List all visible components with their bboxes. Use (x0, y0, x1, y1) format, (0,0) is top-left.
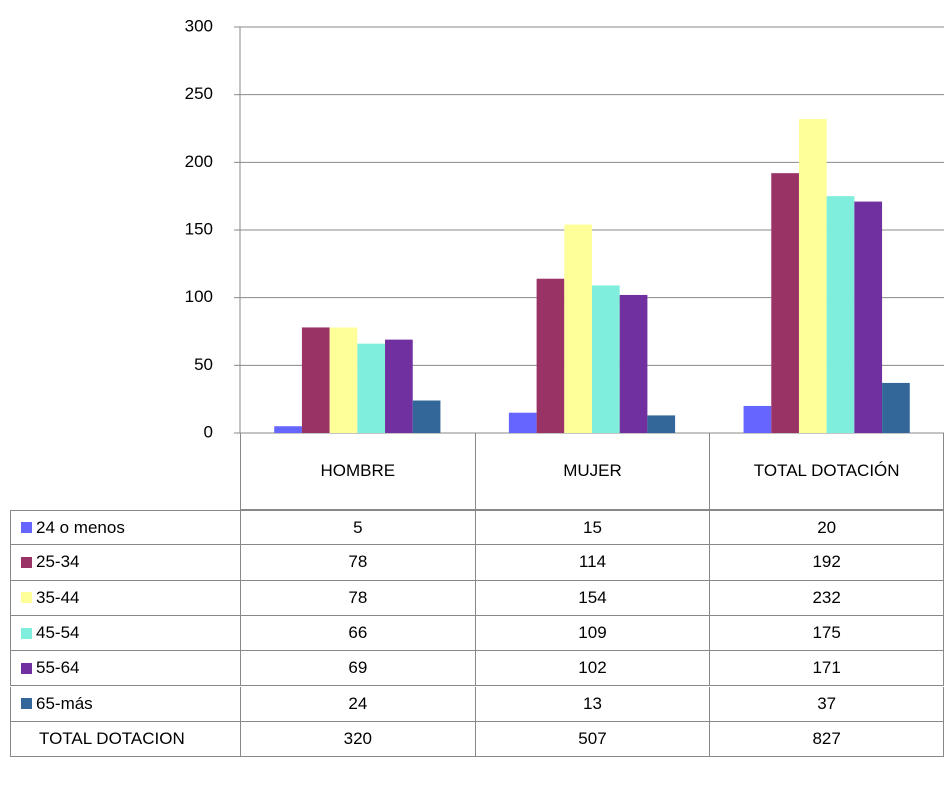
table-value: 320 (240, 721, 475, 758)
cell-text: 5 (353, 517, 363, 537)
row-label: 35-44 (10, 580, 240, 616)
legend-swatch (21, 556, 32, 568)
table-value: 66 (240, 615, 475, 652)
category-header: TOTAL DOTACIÓN (709, 433, 944, 510)
y-tick-label: 200 (185, 152, 213, 171)
table-value: 507 (474, 721, 710, 758)
table-value: 175 (709, 615, 944, 652)
legend-swatch (21, 698, 32, 710)
legend-swatch (21, 592, 32, 604)
cell-text: 102 (578, 658, 607, 678)
legend-label: 25-34 (36, 552, 80, 572)
table-value: 192 (709, 545, 944, 581)
legend-label: TOTAL DOTACION (39, 728, 185, 748)
row-label: 45-54 (10, 615, 240, 652)
cell-text: 20 (817, 517, 837, 537)
bar (357, 343, 386, 433)
cell-text: 507 (578, 728, 607, 748)
cell-text: 78 (348, 552, 368, 572)
cell-text: 78 (348, 587, 368, 607)
cell-text: 13 (583, 693, 602, 713)
bar (274, 426, 302, 433)
table-value: 15 (474, 510, 710, 546)
bar (771, 173, 799, 433)
cell-text: 232 (812, 587, 841, 607)
bar (536, 278, 565, 433)
bar (564, 224, 592, 433)
legend-label: 55-64 (36, 658, 80, 678)
row-label: 24 o menos (10, 510, 240, 546)
cell-text: 192 (812, 552, 841, 572)
row-label: TOTAL DOTACION (10, 721, 240, 758)
bar (798, 119, 827, 433)
y-tick-label: 50 (194, 355, 213, 374)
bar (385, 339, 413, 433)
legend-label: 45-54 (36, 623, 80, 643)
legend-label: 35-44 (36, 587, 80, 607)
cell-text: 827 (812, 728, 841, 748)
cell-text: MUJER (563, 461, 622, 480)
cell-text: 24 (348, 693, 368, 713)
cell-text: 37 (817, 693, 837, 713)
table-value: 154 (474, 580, 710, 616)
cell-text: 171 (812, 658, 841, 678)
table-value: 171 (709, 651, 944, 687)
y-tick-label: 250 (185, 84, 213, 103)
table-value: 232 (709, 580, 944, 616)
legend-label: 65-más (36, 693, 93, 713)
bar (647, 415, 676, 433)
legend-swatch (21, 662, 32, 674)
y-tick-label: 150 (185, 219, 213, 238)
cell-text: 154 (578, 587, 607, 607)
table-value: 24 (240, 686, 475, 722)
cell-text: 109 (578, 623, 607, 643)
bar (743, 405, 772, 433)
table-value: 69 (240, 651, 475, 687)
y-tick-label: 100 (185, 287, 213, 306)
bar (508, 412, 537, 433)
row-label: 55-64 (10, 651, 240, 687)
bar (412, 400, 441, 433)
table-value: 13 (474, 686, 710, 722)
category-header: HOMBRE (240, 433, 475, 510)
bar (854, 201, 883, 433)
y-tick-label: 300 (185, 16, 213, 35)
table-value: 20 (709, 510, 944, 546)
bar (592, 285, 620, 433)
bar (826, 196, 855, 433)
bar (301, 327, 330, 433)
table-value: 114 (474, 545, 710, 581)
category-header: MUJER (474, 433, 710, 510)
cell-text: 69 (348, 658, 368, 678)
cell-text: 114 (578, 552, 607, 572)
table-value: 102 (474, 651, 710, 687)
cell-text: HOMBRE (320, 461, 396, 480)
bar (882, 382, 910, 433)
table-value: 109 (474, 615, 710, 652)
bar (329, 327, 358, 433)
legend-swatch (21, 522, 32, 534)
cell-text: 320 (343, 728, 373, 748)
table-value: 5 (240, 510, 475, 546)
row-label: 65-más (10, 686, 240, 722)
cell-text: TOTAL DOTACIÓN (753, 461, 900, 480)
cell-text: 15 (583, 517, 602, 537)
legend-swatch (21, 627, 32, 639)
bar (619, 294, 648, 433)
table-value: 37 (709, 686, 944, 722)
table-value: 78 (240, 545, 475, 581)
table-value: 827 (709, 721, 944, 758)
y-tick-label: 0 (204, 422, 213, 441)
table-value: 78 (240, 580, 475, 616)
row-label: 25-34 (10, 545, 240, 581)
cell-text: 66 (348, 623, 368, 643)
cell-text: 175 (812, 623, 841, 643)
legend-label: 24 o menos (36, 517, 125, 537)
